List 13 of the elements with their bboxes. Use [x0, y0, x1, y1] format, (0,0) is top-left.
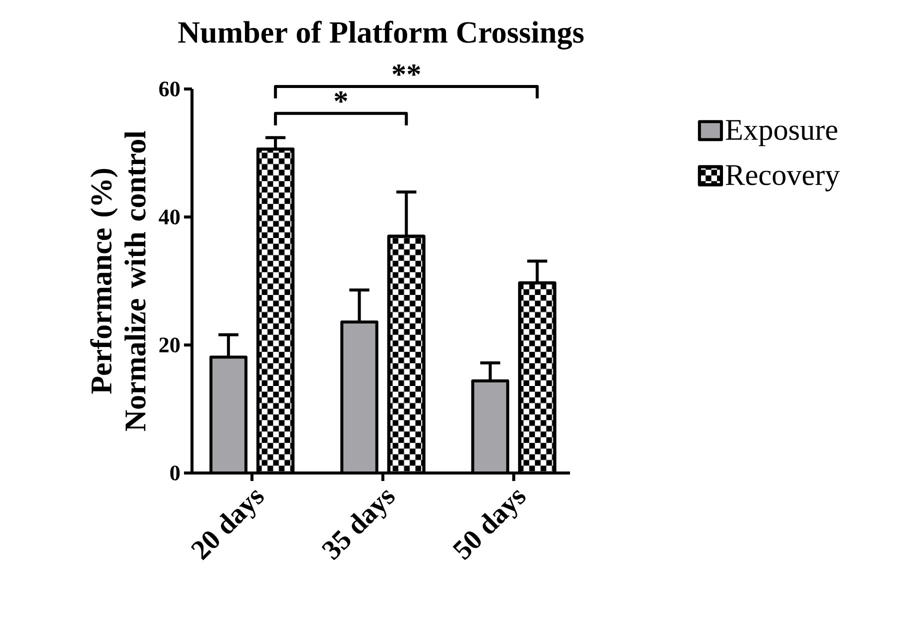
y-axis-title: Performance (%) Normalize with control [90, 130, 146, 431]
y-tick-label: 40 [158, 210, 180, 224]
y-tick-label: 20 [159, 338, 180, 352]
annotation: * [334, 91, 348, 103]
x-tick-label: 35 days [322, 490, 395, 560]
legend-label: Recovery [726, 165, 840, 192]
text: ** [392, 64, 420, 76]
x-tick-label: 50 days [452, 490, 526, 560]
x-tick-label: 20 days [191, 490, 264, 560]
y-tick-label: 60 [159, 82, 180, 96]
y-tick-label: 0 [170, 466, 180, 480]
legend-label: Exposure [726, 120, 838, 146]
chart-title: Number of Platform Crossings [178, 20, 584, 50]
